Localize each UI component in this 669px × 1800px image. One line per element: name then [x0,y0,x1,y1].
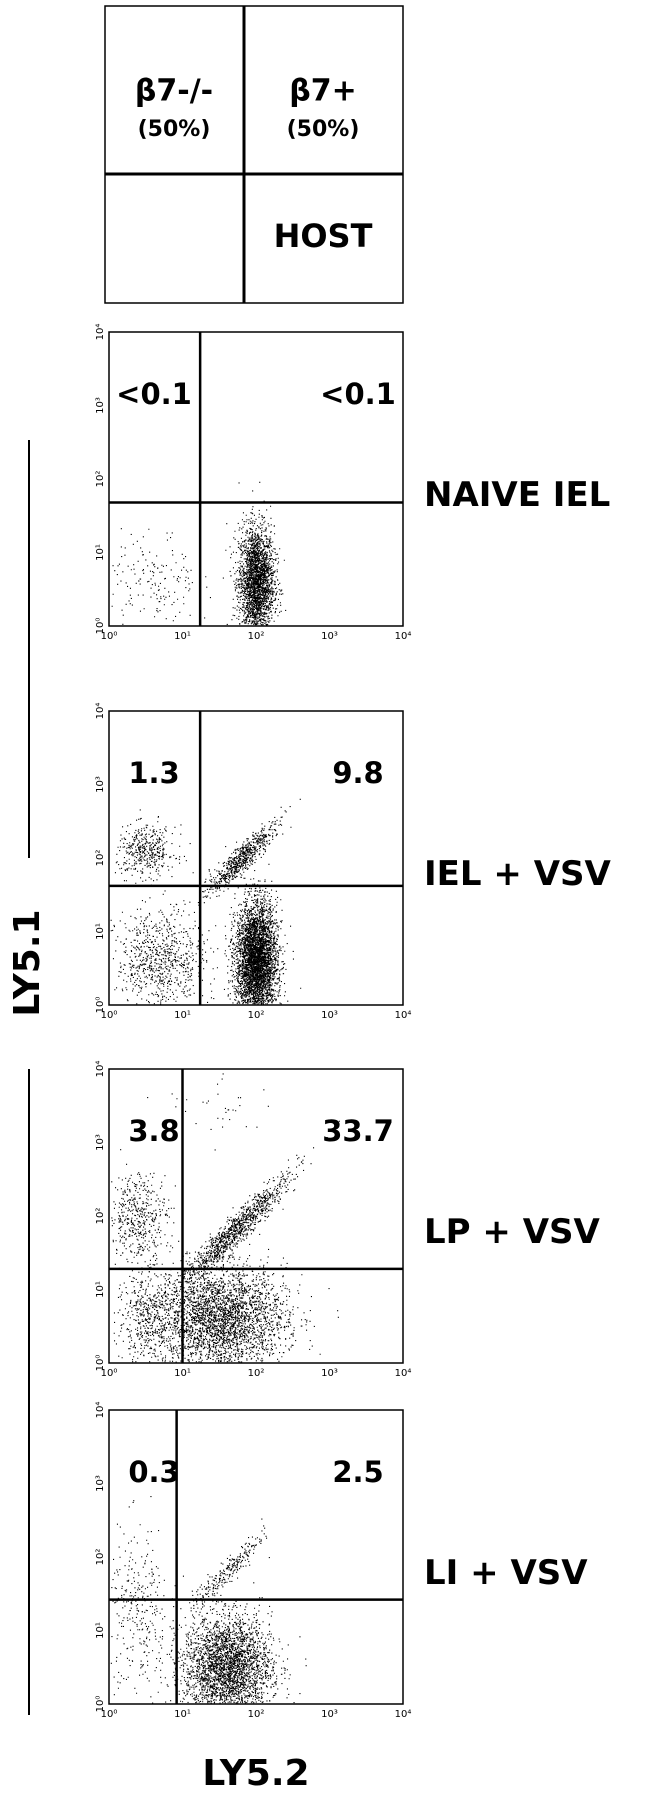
x-tick-label: 10² [248,1709,265,1720]
dot-cloud [222,481,287,626]
key-label: (50%) [138,117,211,142]
dot-cloud [223,835,302,1005]
y-tick-label: 10⁰ [95,618,106,635]
plot-frame [108,1409,404,1705]
y-tick-label: 10⁴ [95,1402,106,1419]
condition-label: IEL + VSV [424,854,612,894]
condition-label: LP + VSV [424,1212,601,1252]
x-tick-label: 10² [248,1368,265,1379]
dot-cloud [152,1557,307,1704]
dot-cloud [111,528,211,625]
x-tick-label: 10¹ [174,631,191,642]
y-axis-label: LY5.1 [7,909,48,1016]
y-tick-label: 10² [95,1549,106,1566]
key-label: (50%) [287,117,360,142]
plot-frame [108,710,404,1006]
quadrant-key: β7-/- (50%) β7+ (50%) HOST [104,5,404,304]
quadrant-percent: <0.1 [116,377,192,411]
dot-cloud [110,890,256,1005]
condition-label: NAIVE IEL [424,475,610,515]
quadrant-percent: 1.3 [128,756,179,790]
dot-cloud [113,1245,183,1363]
y-tick-label: 10¹ [95,923,106,940]
y-tick-label: 10⁰ [95,1355,106,1372]
x-tick-label: 10¹ [174,1368,191,1379]
x-tick-label: 10⁴ [395,1368,412,1379]
dot-cloud [171,1518,268,1630]
y-tick-label: 10³ [95,397,106,414]
y-tick-label: 10⁴ [95,324,106,341]
key-label: β7+ [289,74,357,109]
y-tick-label: 10⁴ [95,1061,106,1078]
y-tick-label: 10³ [95,1475,106,1492]
condition-label: LI + VSV [424,1553,588,1593]
y-tick-label: 10² [95,850,106,867]
x-tick-label: 10⁰ [101,1709,118,1720]
dot-cloud [114,809,194,886]
plot-frame [108,1068,404,1364]
x-tick-label: 10⁰ [101,1368,118,1379]
y-tick-label: 10² [95,471,106,488]
x-tick-label: 10¹ [174,1010,191,1021]
x-tick-label: 10¹ [174,1709,191,1720]
y-tick-label: 10¹ [95,544,106,561]
quadrant-percent: 9.8 [332,756,383,790]
quadrant-percent: 2.5 [332,1455,383,1489]
x-tick-label: 10³ [321,1010,338,1021]
y-tick-label: 10³ [95,1134,106,1151]
quadrant-percent: 3.8 [128,1114,179,1148]
quadrant-percent: 33.7 [322,1114,394,1148]
y-tick-label: 10⁴ [95,703,106,720]
key-box [104,5,404,304]
x-tick-label: 10⁰ [101,631,118,642]
y-tick-label: 10⁰ [95,1696,106,1713]
dot-cloud [189,798,301,906]
x-tick-label: 10⁴ [395,1010,412,1021]
key-label: HOST [274,217,373,255]
y-tick-label: 10⁰ [95,997,106,1014]
x-tick-label: 10³ [321,1368,338,1379]
y-tick-label: 10¹ [95,1281,106,1298]
quadrant-percent: 0.3 [128,1455,179,1489]
y-tick-label: 10³ [95,776,106,793]
dot-cloud [111,1149,176,1282]
x-tick-label: 10³ [321,1709,338,1720]
quadrant-percent: <0.1 [320,377,396,411]
x-tick-label: 10² [248,631,265,642]
key-label: β7-/- [135,74,213,109]
x-tick-label: 10² [248,1010,265,1021]
x-tick-label: 10⁴ [395,631,412,642]
y-tick-label: 10² [95,1208,106,1225]
dot-cloud [110,1470,175,1704]
x-tick-label: 10⁴ [395,1709,412,1720]
x-tick-label: 10⁰ [101,1010,118,1021]
x-axis-label: LY5.2 [202,1753,309,1794]
y-tick-label: 10¹ [95,1622,106,1639]
plot-frame [108,331,404,627]
x-tick-label: 10³ [321,631,338,642]
